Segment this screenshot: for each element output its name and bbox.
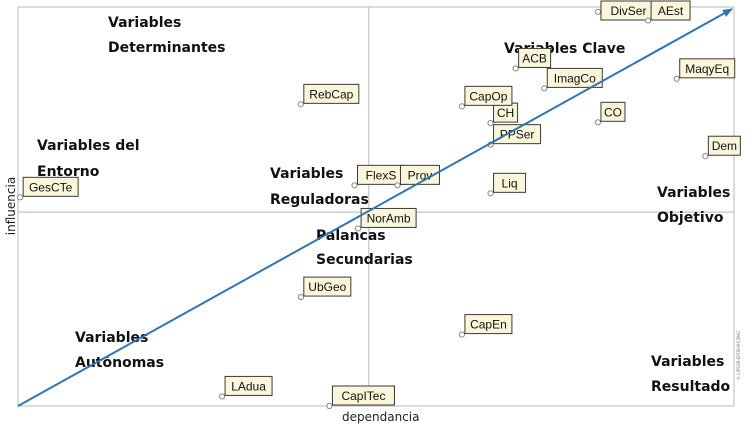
point-label-box-ubgeo: [303, 276, 352, 297]
point-label-box-capitec: [331, 385, 395, 406]
point-label-acb: ACB: [522, 51, 547, 65]
point-marker-divser: [594, 8, 602, 15]
point-label-box-ladua: [224, 375, 273, 396]
strategic-diagonal-arrow: [17, 8, 733, 407]
point-marker-imagco: [541, 85, 548, 92]
point-label-ppser: PPSer: [500, 128, 535, 142]
point-marker-capen: [458, 331, 466, 338]
point-label-box-rebcap: [303, 83, 360, 104]
point-dem: Dem: [702, 135, 741, 160]
point-marker-acb: [512, 65, 519, 72]
point-flexs: FlexS: [351, 164, 406, 189]
point-label-prov: Prov: [408, 168, 433, 182]
point-label-box-acb: [518, 47, 552, 68]
point-maqyeq: MaqyEq: [673, 58, 736, 82]
point-label-capitec: CapITec: [341, 389, 385, 403]
zone-label-objetivo: Variables Objetivo: [657, 185, 735, 226]
point-gescte: GesCTe: [17, 176, 79, 201]
point-label-ladua: LAdua: [231, 379, 266, 393]
point-marker-noramb: [355, 225, 362, 232]
point-liq: Liq: [487, 172, 527, 197]
point-label-aest: AEst: [658, 4, 684, 18]
zone-label-palancas: Palancas Secundarias: [316, 228, 413, 268]
zone-label-reguladoras: Variables Reguladoras: [270, 166, 369, 208]
point-label-imagco: ImagCo: [554, 71, 596, 85]
point-label-box-dem: [707, 135, 741, 156]
point-marker-liq: [487, 190, 494, 197]
point-label-ubgeo: UbGeo: [308, 280, 346, 294]
point-marker-capop: [458, 103, 466, 110]
point-label-box-imagco: [546, 67, 603, 88]
point-label-box-ppser: [493, 124, 542, 145]
point-acb: ACB: [512, 47, 552, 72]
point-marker-capitec: [326, 402, 333, 410]
point-marker-maqyeq: [673, 75, 680, 82]
point-label-maqyeq: MaqyEq: [685, 62, 729, 76]
point-label-ch: CH: [497, 106, 514, 120]
point-label-capop: CapOp: [469, 89, 507, 103]
point-co: CO: [594, 101, 626, 126]
point-label-noramb: NorAmb: [367, 211, 411, 225]
point-label-box-aest: [650, 0, 691, 21]
point-ppser: PPSer: [487, 124, 542, 148]
plot-frame: [17, 6, 735, 407]
y-axis-label: influencia: [4, 177, 18, 235]
point-label-liq: Liq: [502, 176, 518, 190]
point-ch: CH: [487, 102, 519, 127]
point-marker-prov: [394, 182, 401, 189]
point-marker-co: [594, 119, 602, 126]
point-label-box-prov: [399, 164, 440, 185]
point-marker-aest: [644, 17, 652, 24]
zone-label-determinantes: Variables Determinantes: [108, 15, 226, 56]
point-label-box-liq: [493, 172, 527, 193]
point-label-box-maqyeq: [679, 58, 736, 79]
zone-label-resultado: Variables Resultado: [651, 354, 731, 395]
side-note: © LIPSOR-EPITA-MICMAC: [736, 330, 741, 380]
point-label-box-capen: [464, 314, 513, 335]
point-label-box-gescte: [22, 176, 79, 197]
point-marker-dem: [702, 153, 709, 160]
point-marker-gescte: [17, 194, 24, 201]
point-label-rebcap: RebCap: [309, 87, 353, 101]
point-imagco: ImagCo: [541, 67, 603, 92]
point-label-co: CO: [604, 105, 622, 119]
x-axis-label: dependancia: [342, 410, 419, 424]
zone-label-entorno: Variables del Entorno: [37, 138, 144, 180]
point-noramb: NorAmb: [355, 207, 417, 232]
point-ubgeo: UbGeo: [297, 276, 352, 301]
point-label-box-capop: [464, 85, 513, 106]
point-label-box-noramb: [360, 207, 417, 228]
point-aest: AEst: [644, 0, 691, 24]
point-rebcap: RebCap: [297, 83, 360, 108]
point-marker-flexs: [351, 182, 358, 189]
point-label-divser: DivSer: [610, 4, 646, 18]
point-capen: CapEn: [458, 314, 513, 338]
point-label-box-co: [600, 101, 626, 122]
point-label-dem: Dem: [712, 139, 737, 153]
point-ladua: LAdua: [218, 375, 273, 400]
point-capop: CapOp: [458, 85, 513, 110]
point-marker-ch: [487, 120, 494, 127]
point-marker-ladua: [218, 393, 226, 400]
point-divser: DivSer: [594, 0, 657, 21]
point-marker-ubgeo: [297, 293, 304, 301]
point-label-capen: CapEn: [470, 318, 507, 332]
point-capitec: CapITec: [326, 385, 395, 410]
point-label-gescte: GesCTe: [29, 180, 73, 194]
point-label-flexs: FlexS: [366, 168, 397, 182]
point-marker-rebcap: [297, 101, 304, 108]
zone-label-autonomas: Variables Autónomas: [75, 330, 164, 371]
